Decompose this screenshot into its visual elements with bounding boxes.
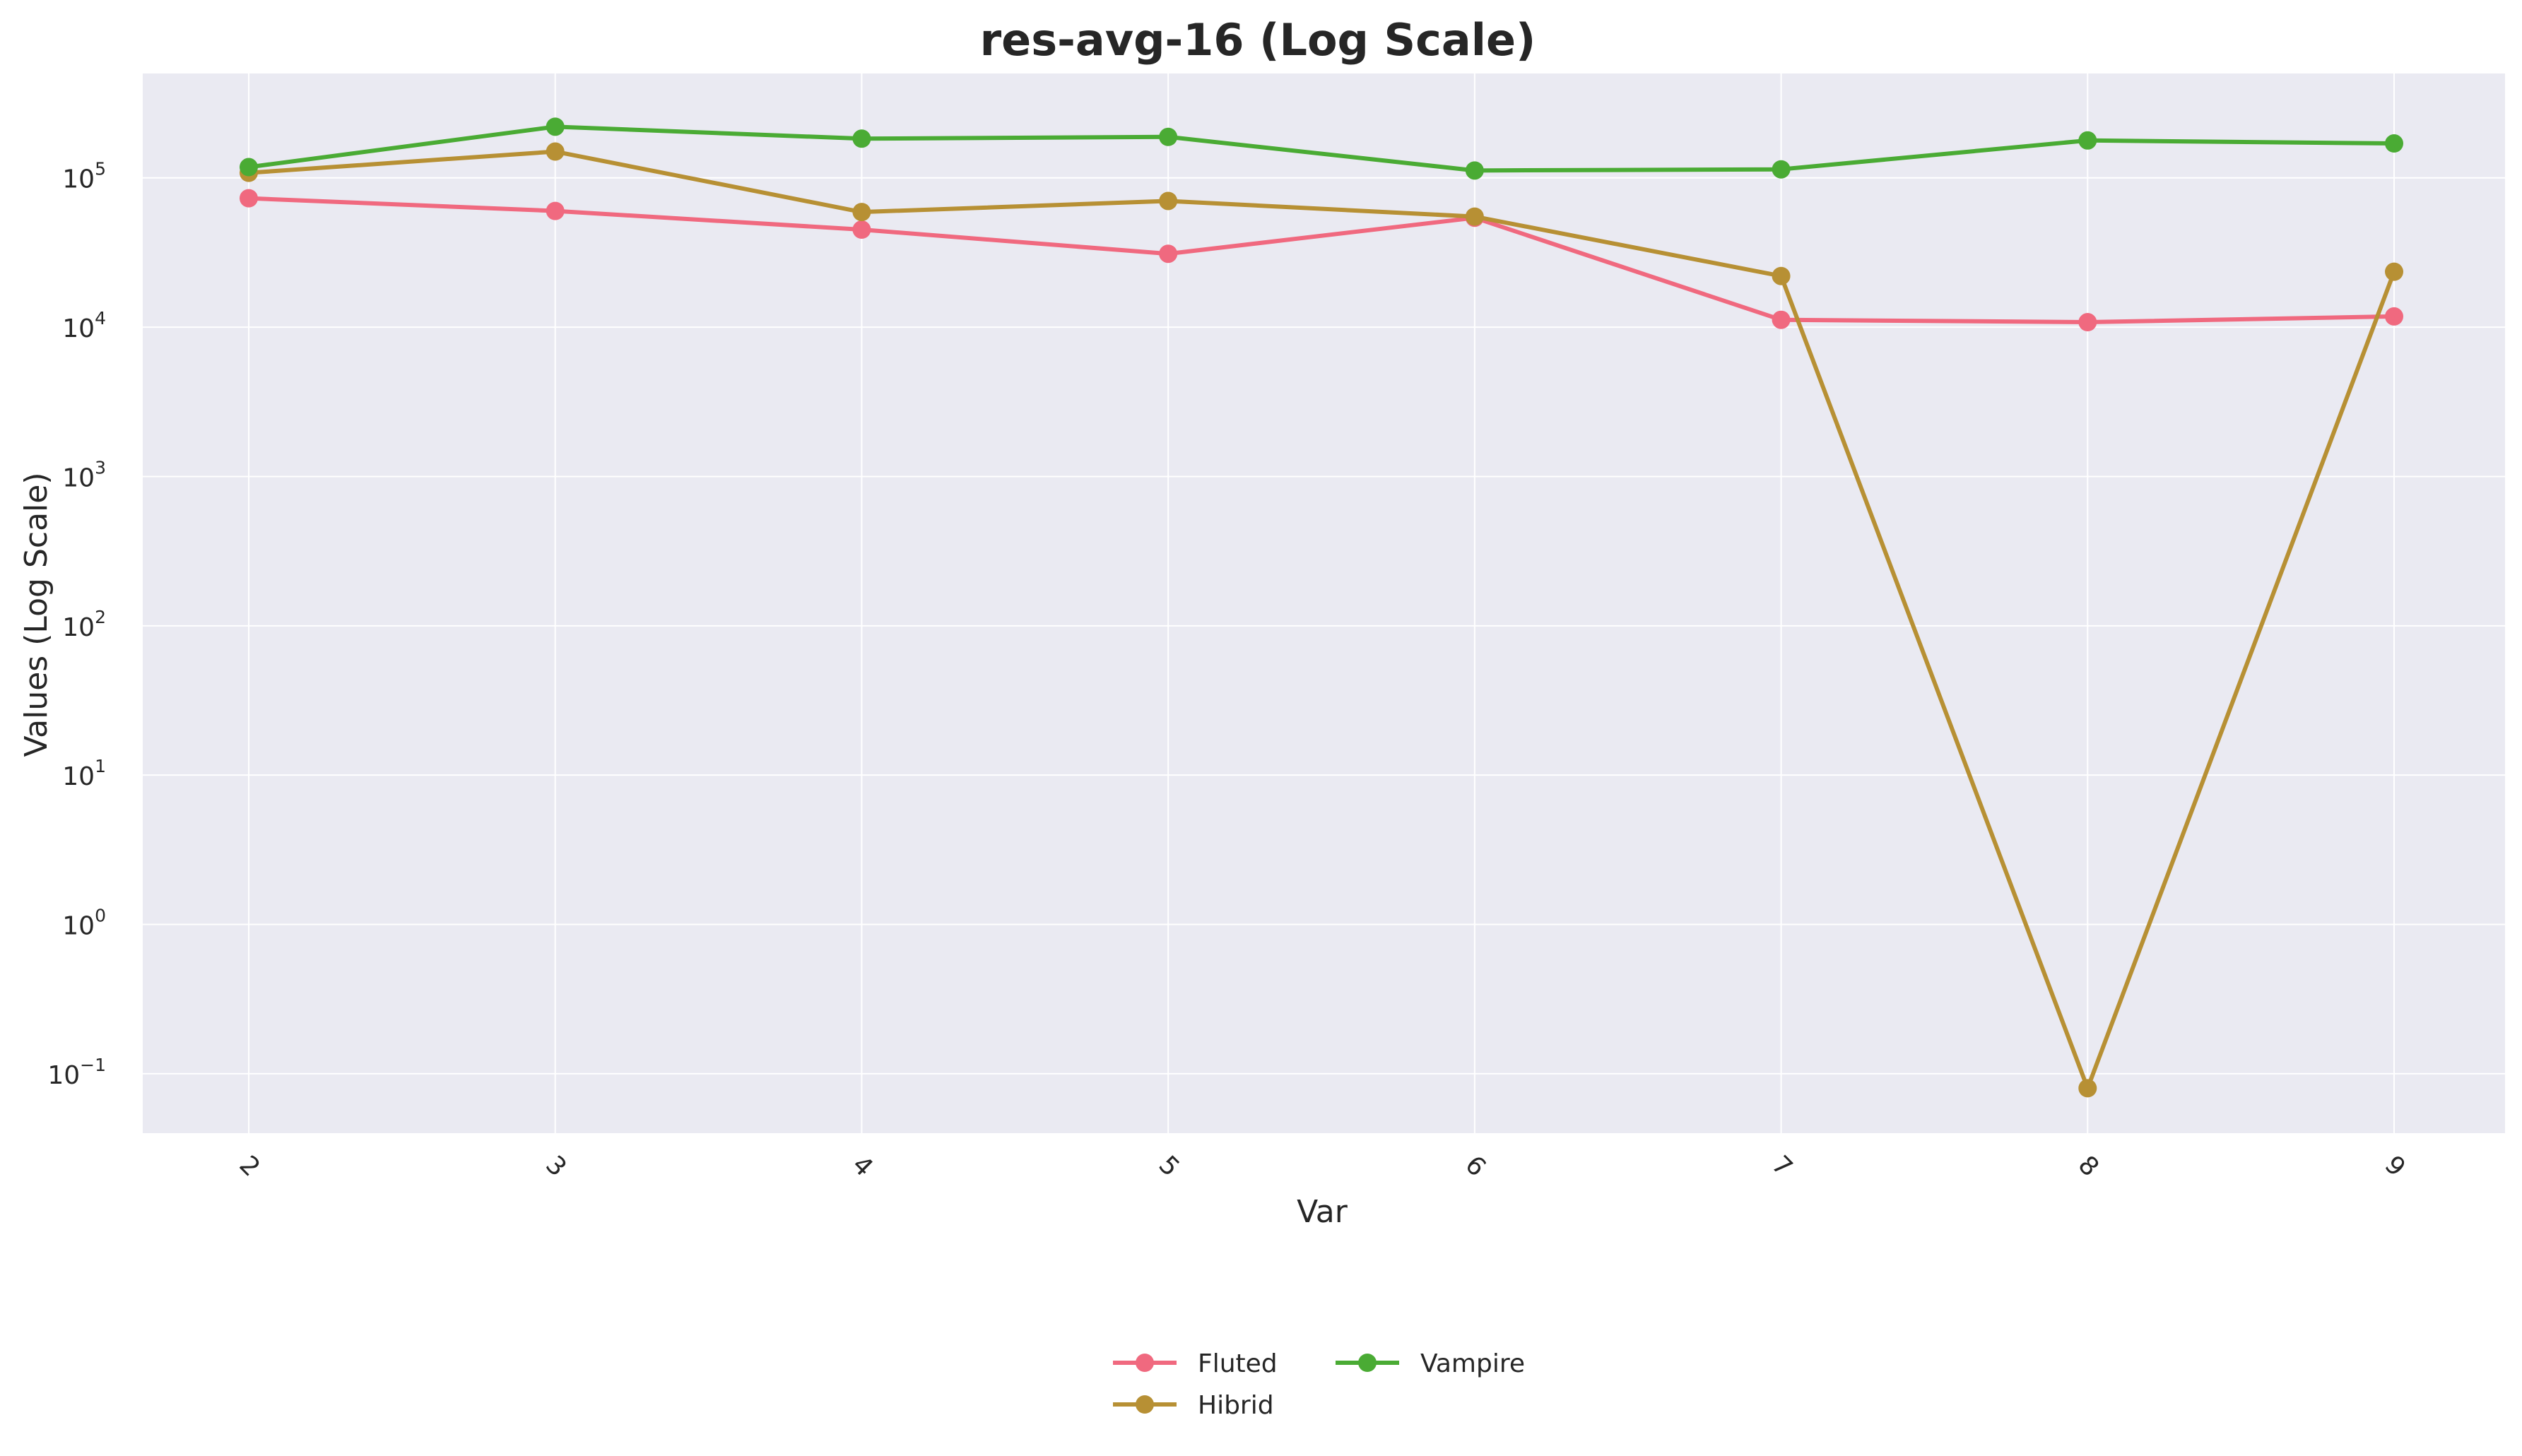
data-point-fluted <box>2078 313 2097 332</box>
x-tick-label: 2 <box>233 1150 265 1182</box>
legend: Fluted Hibrid Vampire <box>1113 1349 1525 1420</box>
legend-marker <box>1136 1354 1154 1372</box>
data-point-hibrid <box>2078 1079 2097 1098</box>
data-point-hibrid <box>546 142 565 161</box>
x-tick-label: 9 <box>2379 1150 2410 1182</box>
legend-item-vampire: Vampire <box>1336 1349 1525 1378</box>
y-axis-label: Values (Log Scale) <box>18 472 54 757</box>
x-axis-label: Var <box>1297 1194 1348 1230</box>
legend-marker <box>1136 1395 1154 1414</box>
legend-label: Hibrid <box>1198 1391 1274 1420</box>
data-point-hibrid <box>1159 191 1178 211</box>
y-tick-label: 103 <box>62 457 106 492</box>
x-tick-labels: 2 3 4 5 6 7 8 9 <box>233 1150 2410 1182</box>
x-tick-label: 3 <box>540 1150 572 1182</box>
data-point-vampire <box>1465 161 1484 180</box>
x-tick-label: 5 <box>1153 1150 1185 1182</box>
data-point-vampire <box>852 129 871 148</box>
data-point-hibrid <box>1772 266 1791 285</box>
series-line-hibrid <box>247 149 2396 1091</box>
y-tick-label: 105 <box>62 159 106 194</box>
series-line-vampire <box>247 124 2396 173</box>
plot-area <box>143 73 2505 1133</box>
data-point-vampire <box>2078 131 2097 150</box>
legend-item-hibrid: Hibrid <box>1113 1391 1274 1420</box>
data-point-hibrid <box>1465 207 1484 226</box>
x-tick-label: 6 <box>1459 1150 1491 1182</box>
x-tick-label: 8 <box>2073 1150 2104 1182</box>
data-point-fluted <box>240 189 258 208</box>
series-vampire <box>240 117 2403 180</box>
y-tick-label: 100 <box>62 906 106 941</box>
data-point-vampire <box>546 117 565 136</box>
legend-marker <box>1358 1354 1377 1372</box>
y-tick-label: 104 <box>62 308 106 343</box>
x-tick-label: 7 <box>1766 1150 1798 1182</box>
legend-label: Vampire <box>1420 1349 1525 1378</box>
data-point-vampire <box>1772 160 1791 179</box>
series-layer <box>240 117 2403 1098</box>
data-point-vampire <box>240 158 258 177</box>
grid-lines <box>143 73 2505 1133</box>
data-point-hibrid <box>852 203 871 222</box>
y-tick-label: 101 <box>62 756 106 791</box>
data-point-hibrid <box>2385 262 2403 281</box>
series-line-fluted <box>247 196 2396 325</box>
data-point-fluted <box>546 201 565 220</box>
data-point-vampire <box>2385 134 2403 153</box>
y-tick-label: 10−1 <box>47 1055 106 1090</box>
legend-item-fluted: Fluted <box>1113 1349 1278 1378</box>
data-point-fluted <box>2385 307 2403 326</box>
legend-label: Fluted <box>1198 1349 1278 1378</box>
chart-title: res-avg-16 (Log Scale) <box>980 14 1536 66</box>
data-point-fluted <box>1159 244 1178 264</box>
y-tick-labels: 105 104 103 102 101 100 10−1 <box>47 159 106 1090</box>
x-tick-label: 4 <box>847 1150 878 1182</box>
y-tick-label: 102 <box>62 607 106 642</box>
data-point-vampire <box>1159 127 1178 146</box>
data-point-fluted <box>1772 310 1791 329</box>
data-point-fluted <box>852 220 871 239</box>
